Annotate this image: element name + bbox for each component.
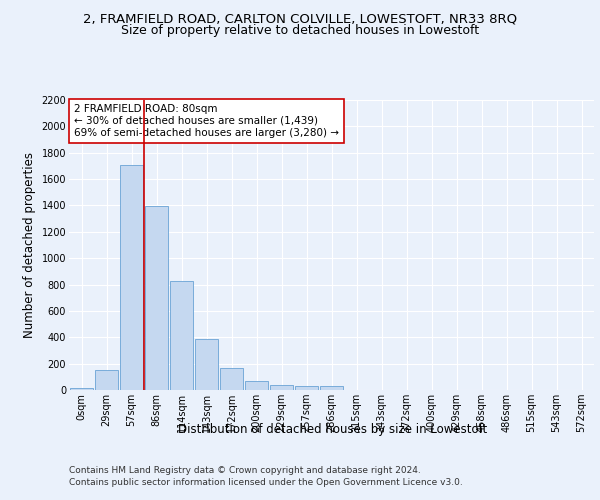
Text: 2, FRAMFIELD ROAD, CARLTON COLVILLE, LOWESTOFT, NR33 8RQ: 2, FRAMFIELD ROAD, CARLTON COLVILLE, LOW…	[83, 12, 517, 26]
Bar	[95, 370, 118, 390]
Bar	[119, 164, 143, 390]
Bar	[220, 368, 244, 390]
Bar	[70, 388, 94, 390]
Bar	[145, 206, 169, 390]
Bar	[269, 385, 293, 390]
Bar	[295, 386, 319, 390]
Text: Contains public sector information licensed under the Open Government Licence v3: Contains public sector information licen…	[69, 478, 463, 487]
Bar	[320, 386, 343, 390]
Text: Contains HM Land Registry data © Crown copyright and database right 2024.: Contains HM Land Registry data © Crown c…	[69, 466, 421, 475]
Bar	[194, 339, 218, 390]
Text: Distribution of detached houses by size in Lowestoft: Distribution of detached houses by size …	[178, 422, 488, 436]
Text: Size of property relative to detached houses in Lowestoft: Size of property relative to detached ho…	[121, 24, 479, 37]
Y-axis label: Number of detached properties: Number of detached properties	[23, 152, 36, 338]
Text: 2 FRAMFIELD ROAD: 80sqm
← 30% of detached houses are smaller (1,439)
69% of semi: 2 FRAMFIELD ROAD: 80sqm ← 30% of detache…	[74, 104, 339, 138]
Bar	[170, 280, 193, 390]
Bar	[245, 382, 268, 390]
